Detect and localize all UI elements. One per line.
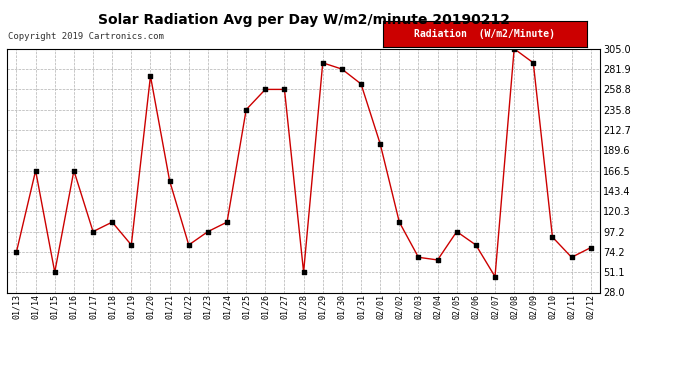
Point [509,46,520,52]
Text: Solar Radiation Avg per Day W/m2/minute 20190212: Solar Radiation Avg per Day W/m2/minute … [97,13,510,27]
Point [260,86,271,92]
Point [489,274,500,280]
Point [298,269,309,275]
Point [221,219,233,225]
Point [184,242,195,248]
Point [528,60,539,66]
Point [107,219,118,225]
Point [432,257,443,263]
Point [279,86,290,92]
Point [471,242,482,248]
Point [241,106,252,112]
Point [413,254,424,260]
Point [11,249,22,255]
Point [126,242,137,248]
Point [145,73,156,79]
Point [355,81,366,87]
Point [202,229,213,235]
Point [566,254,577,260]
Point [375,141,386,147]
Point [585,244,596,250]
Point [68,168,79,174]
Point [164,178,175,184]
Point [394,219,405,225]
Point [88,229,99,235]
Point [49,269,60,275]
Point [317,60,328,66]
Text: Copyright 2019 Cartronics.com: Copyright 2019 Cartronics.com [8,32,164,41]
Text: Radiation  (W/m2/Minute): Radiation (W/m2/Minute) [414,29,555,39]
Point [336,66,347,72]
Point [451,229,462,235]
Point [30,168,41,174]
Point [547,234,558,240]
